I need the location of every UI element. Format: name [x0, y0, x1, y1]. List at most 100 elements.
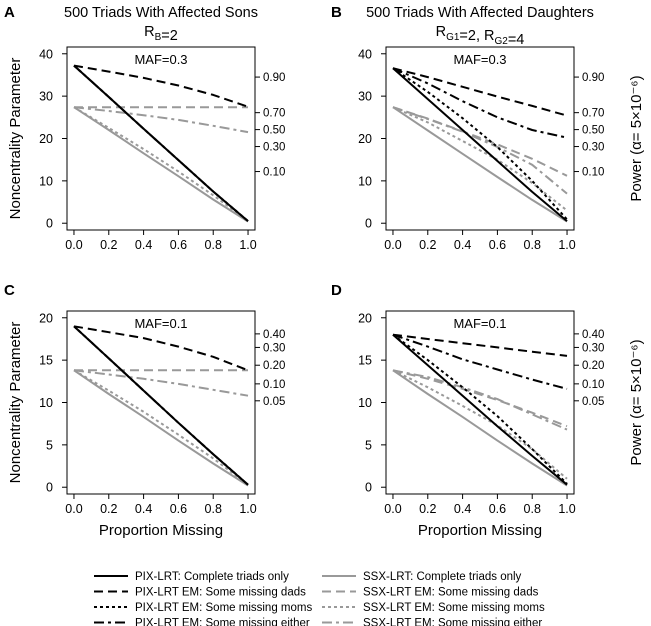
x-tick-label: 0.4	[454, 238, 471, 252]
y-tick-label: 30	[39, 90, 53, 104]
y-tick-label: 40	[39, 47, 53, 61]
series-line-3	[392, 333, 568, 485]
maf-annotation: MAF=0.3	[134, 52, 187, 67]
power-axis-label: Power (α= 5×10⁻⁶)	[628, 75, 645, 201]
panel-A: A 500 Triads With Affected Sons RB=2 MAF=0.…	[4, 4, 285, 252]
series-line-7	[392, 106, 568, 212]
x-tick-label: 0.2	[419, 238, 436, 252]
power-tick-label: 0.05	[263, 396, 285, 408]
power-tick-label: 0.70	[263, 108, 285, 120]
panel-D: D MAF=0.1 0 5 10 15 20 0.400.30 0.20 0.10 0.05 0.0 0…	[331, 282, 645, 539]
y-tick-label: 20	[39, 311, 53, 325]
series-line-4	[392, 67, 568, 139]
series-line-5	[392, 369, 568, 487]
power-tick-label: 0.50	[263, 125, 285, 137]
y-tick-label: 5	[365, 438, 372, 452]
power-tick-label: 0.40	[263, 329, 285, 341]
series-line-8	[73, 106, 249, 134]
x-tick-label: 0.2	[100, 238, 117, 252]
power-tick-label: 0.90	[582, 72, 604, 84]
power-tick-label: 0.10	[263, 167, 285, 179]
legend-entry: SSX-LRT: Complete triads only	[363, 571, 522, 583]
y-tick-label: 20	[358, 311, 372, 325]
power-tick-label: 0.40	[582, 329, 604, 341]
x-tick-label: 1.0	[239, 502, 256, 516]
y-tick-label: 10	[358, 396, 372, 410]
maf-annotation: MAF=0.1	[453, 316, 506, 331]
series-line-5	[392, 106, 568, 223]
y-tick-label: 0	[46, 217, 53, 231]
power-tick-label: 0.20	[263, 360, 285, 372]
panel-letter: A	[4, 4, 15, 21]
legend-entry: PIX-LRT EM: Some missing either	[135, 618, 310, 626]
power-tick-label: 0.50	[582, 125, 604, 137]
power-tick-label: 0.70	[582, 108, 604, 120]
legend-entry: SSX-LRT EM: Some missing moms	[363, 602, 545, 614]
series-line-2	[73, 64, 249, 108]
y-axis-label: Noncentrality Parameter	[7, 322, 24, 484]
series-line-3	[392, 67, 568, 221]
x-tick-label: 0.0	[65, 502, 82, 516]
panel-C: C MAF=0.1 0 5 10 15 20 0.400.30 0.20 0.10 0.05 0.0 0…	[4, 282, 285, 539]
power-tick-label: 0.20	[582, 360, 604, 372]
panel-subtitle: RB=2	[144, 24, 178, 44]
y-tick-label: 15	[358, 354, 372, 368]
legend-entry: PIX-LRT EM: Some missing dads	[135, 587, 306, 599]
x-tick-label: 0.0	[384, 238, 401, 252]
series-line-1	[392, 333, 568, 486]
y-tick-label: 30	[358, 90, 372, 104]
x-tick-label: 0.6	[170, 238, 187, 252]
power-tick-label: 0.10	[582, 167, 604, 179]
x-tick-label: 1.0	[239, 238, 256, 252]
x-tick-label: 0.6	[170, 502, 187, 516]
y-tick-label: 0	[46, 481, 53, 495]
power-tick-label: 0.90	[263, 72, 285, 84]
x-tick-label: 0.0	[65, 238, 82, 252]
y-tick-label: 10	[39, 174, 53, 188]
panel-letter: C	[4, 282, 15, 299]
x-tick-label: 0.0	[384, 502, 401, 516]
series-line-4	[392, 333, 568, 390]
legend-entry: SSX-LRT EM: Some missing dads	[363, 587, 539, 599]
panel-letter: D	[331, 282, 342, 299]
x-tick-label: 0.8	[205, 238, 222, 252]
panel-letter: B	[331, 4, 342, 21]
series-line-2	[392, 67, 568, 117]
x-axis-label: Proportion Missing	[99, 522, 223, 539]
legend-entry: PIX-LRT: Complete triads only	[135, 571, 289, 583]
panel-title: 500 Triads With Affected Sons	[64, 5, 258, 21]
y-tick-label: 10	[358, 174, 372, 188]
maf-annotation: MAF=0.3	[453, 52, 506, 67]
series-line-4	[73, 64, 249, 222]
power-axis-label: Power (α= 5×10⁻⁶)	[628, 339, 645, 465]
y-axis-label: Noncentrality Parameter	[7, 58, 24, 220]
y-tick-label: 5	[46, 438, 53, 452]
series-line-8	[392, 106, 568, 195]
power-tick-label: 0.30	[263, 142, 285, 154]
x-tick-label: 0.4	[135, 502, 152, 516]
panel-title: 500 Triads With Affected Daughters	[366, 5, 594, 21]
y-tick-label: 20	[39, 132, 53, 146]
power-tick-label: 0.10	[582, 379, 604, 391]
maf-annotation: MAF=0.1	[134, 316, 187, 331]
power-tick-label: 0.05	[582, 396, 604, 408]
y-tick-label: 20	[358, 132, 372, 146]
x-tick-label: 0.8	[524, 238, 541, 252]
series-line-8	[392, 369, 568, 431]
legend-entry: SSX-LRT EM: Some missing either	[363, 618, 542, 626]
x-tick-label: 0.6	[489, 502, 506, 516]
legend: PIX-LRT: Complete triads only PIX-LRT EM:…	[94, 571, 545, 626]
series-line-8	[73, 369, 249, 397]
x-tick-label: 0.4	[454, 502, 471, 516]
y-tick-label: 40	[358, 47, 372, 61]
series-line-4	[73, 325, 249, 486]
x-tick-label: 1.0	[558, 502, 575, 516]
y-tick-label: 15	[39, 354, 53, 368]
series-line-7	[392, 369, 568, 480]
x-axis-label: Proportion Missing	[418, 522, 542, 539]
power-tick-label: 0.30	[582, 342, 604, 354]
series-line-2	[73, 325, 249, 372]
x-tick-label: 1.0	[558, 238, 575, 252]
series-line-5	[73, 369, 249, 487]
